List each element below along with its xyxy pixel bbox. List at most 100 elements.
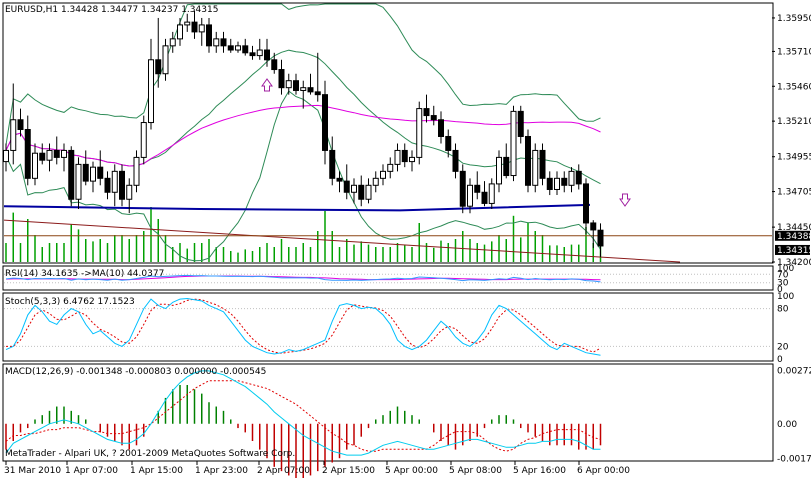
time-tick-label: 31 Mar 2010 (4, 466, 61, 476)
time-axis: 31 Mar 2010 1 Apr 07:00 1 Apr 15:00 1 Apr 2… (4, 461, 630, 476)
candle-body (583, 183, 589, 224)
candle-body (467, 184, 473, 207)
stoch-signal-line (6, 298, 601, 354)
rsi-lines (5, 274, 601, 283)
down-arrow-icon (619, 193, 631, 207)
candle-body (365, 184, 372, 200)
candle-body (24, 129, 31, 179)
candle-body (387, 163, 394, 172)
candle-body (242, 45, 249, 54)
candle-body (452, 149, 459, 172)
stoch-main-line (5, 297, 601, 356)
macd-title: MACD(12,26,9) -0.001348 -0.000803 0.0000… (5, 367, 266, 377)
stoch-title: Stoch(5,3,3) 6.4762 17.1523 (5, 297, 135, 307)
price-tick-label: 1.35950 (777, 14, 811, 24)
rsi-tick-label: 0 (777, 285, 783, 295)
candle-body (430, 115, 437, 121)
price-axis: 1.35950 1.35710 1.35460 1.35210 1.34955 1.347… (772, 14, 811, 268)
candlesticks (3, 10, 604, 257)
candle-body (488, 183, 495, 204)
candle-body (177, 24, 183, 40)
candle-body (445, 135, 452, 151)
candle-body (3, 149, 9, 163)
candle-body (314, 91, 321, 96)
time-tick-label: 2 Apr 15:00 (322, 466, 375, 476)
macd-tick-label: 0.002724 (777, 366, 811, 376)
up-arrow-icon (261, 78, 273, 92)
time-tick-label: 5 Apr 16:00 (513, 466, 566, 476)
price-pane: 1.35950 1.35710 1.35460 1.35210 1.34955 1.347… (2, 2, 811, 268)
rsi-tick-label: 100 (777, 264, 794, 274)
candle-body (343, 180, 350, 193)
candle-body (532, 149, 539, 186)
price-tick-label: 1.34955 (777, 153, 811, 163)
candle-body (53, 149, 60, 158)
candle-body (10, 119, 17, 151)
stoch-axis: 100 80 20 0 (777, 292, 794, 365)
candle-body (133, 156, 140, 186)
candle-body (539, 149, 546, 179)
stoch-tick-label: 20 (777, 342, 789, 352)
macd-signal-line (5, 380, 601, 452)
stoch-pane-frame (2, 292, 774, 362)
candle-body (198, 24, 205, 33)
candle-body (39, 152, 46, 161)
candle-body (249, 52, 256, 57)
macd-tick-label: 0.00 (777, 420, 797, 430)
candle-body (590, 222, 597, 231)
time-tick-label: 5 Apr 00:00 (385, 466, 438, 476)
time-tick-label: 2 Apr 07:00 (257, 466, 310, 476)
macd-pane-frame (2, 363, 774, 462)
candle-body (104, 177, 111, 193)
time-tick-label: 6 Apr 00:00 (577, 466, 630, 476)
time-tick-label: 1 Apr 07:00 (65, 466, 118, 476)
volume-bars (5, 207, 602, 262)
price-label-box (775, 244, 810, 255)
candle-body (329, 149, 336, 179)
candle-body (155, 59, 162, 75)
price-tick-label: 1.35710 (777, 47, 811, 57)
candle-body (597, 229, 604, 247)
candle-body (148, 59, 154, 124)
candle-body (235, 45, 241, 51)
time-tick-label: 1 Apr 23:00 (195, 466, 248, 476)
trend-line (3, 219, 681, 263)
candle-body (32, 152, 38, 179)
candle-body (97, 166, 104, 179)
candle-body (285, 80, 292, 89)
candle-body (336, 177, 343, 182)
candle-body (256, 49, 263, 57)
macd-pane: 0.002724 0.00 -0.001777 MACD(12,26,9) -0.0… (2, 363, 811, 478)
candle-body (510, 110, 517, 177)
candle-body (119, 170, 125, 200)
stoch-tick-label: 0 (777, 355, 783, 365)
candle-body (358, 184, 365, 200)
stoch-pane: 100 80 20 0 Stoch(5,3,3) 6.4762 17.1523 (2, 292, 794, 365)
macd-main-line (5, 370, 601, 456)
candle-body (401, 149, 408, 163)
candle-body (554, 177, 560, 190)
candle-body (191, 21, 198, 33)
candle-body (496, 156, 502, 185)
rsi-tick-label: 70 (777, 270, 789, 280)
price-tick-label: 1.35460 (777, 82, 811, 92)
price-tick-label: 1.34705 (777, 188, 811, 198)
candle-body (438, 119, 444, 137)
candle-body (423, 108, 430, 117)
price-label: 1.34388 (777, 232, 811, 242)
candle-body (111, 170, 118, 193)
price-tick-label: 1.34450 (777, 223, 811, 233)
macd-lines (5, 370, 601, 456)
rsi-pane-frame (2, 265, 774, 291)
time-tick-label: 1 Apr 15:00 (130, 466, 183, 476)
candle-body (372, 177, 379, 186)
rsi-title: RSI(14) 34.1635 ->MA(10) 44.0377 (5, 269, 164, 279)
price-tick-label: 1.34200 (777, 258, 811, 268)
stoch-tick-label: 80 (777, 305, 789, 315)
candle-body (575, 170, 582, 185)
candle-body (307, 87, 314, 93)
candle-body (271, 59, 278, 71)
